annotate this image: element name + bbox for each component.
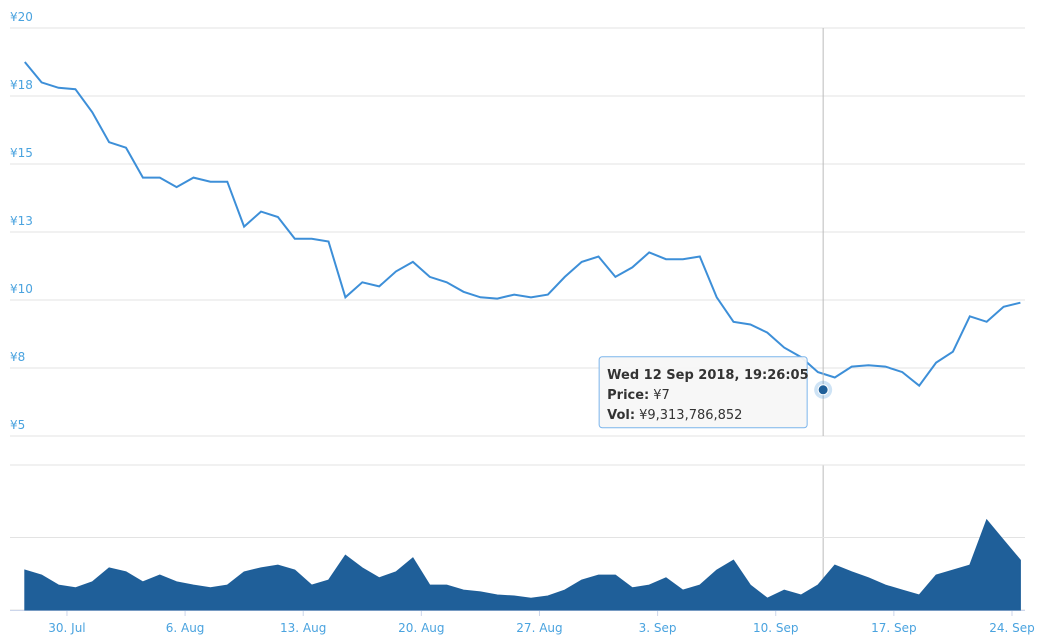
x-tick-label: 10. Sep xyxy=(753,621,799,635)
x-tick-label: 17. Sep xyxy=(871,621,917,635)
tooltip-box xyxy=(598,356,808,429)
y-tick-label: ¥15 xyxy=(10,146,33,160)
y-tick-label: ¥10 xyxy=(10,282,33,296)
price-line xyxy=(24,61,1021,388)
volume-area xyxy=(24,518,1021,611)
tooltip-title: Wed 12 Sep 2018, 19:26:05 xyxy=(607,368,808,383)
y-tick-label: ¥18 xyxy=(10,78,33,92)
x-tick-label: 30. Jul xyxy=(48,621,85,635)
tooltip: Wed 12 Sep 2018, 19:26:05 Price: ¥7 Vol: ¥9,… xyxy=(598,356,809,429)
y-tick-label: ¥8 xyxy=(10,350,25,364)
x-tick-label: 6. Aug xyxy=(166,621,205,635)
tooltip-row: Price: ¥7 xyxy=(607,388,670,403)
y-tick-label: ¥13 xyxy=(10,214,33,228)
x-tick-label: 13. Aug xyxy=(280,621,326,635)
x-tick-label: 3. Sep xyxy=(639,621,677,635)
x-tick-label: 27. Aug xyxy=(516,621,562,635)
tooltip-label: Price: xyxy=(607,388,649,403)
tooltip-label: Vol: xyxy=(607,408,635,423)
x-tick-label: 20. Aug xyxy=(398,621,444,635)
tooltip-value: ¥9,313,786,852 xyxy=(639,408,742,423)
hover-point xyxy=(817,384,829,396)
y-tick-label: ¥20 xyxy=(10,10,33,24)
x-tick-label: 24. Sep xyxy=(989,621,1035,635)
y-tick-label: ¥5 xyxy=(10,418,25,432)
tooltip-row: Vol: ¥9,313,786,852 xyxy=(607,408,742,423)
tooltip-value: ¥7 xyxy=(653,388,670,403)
